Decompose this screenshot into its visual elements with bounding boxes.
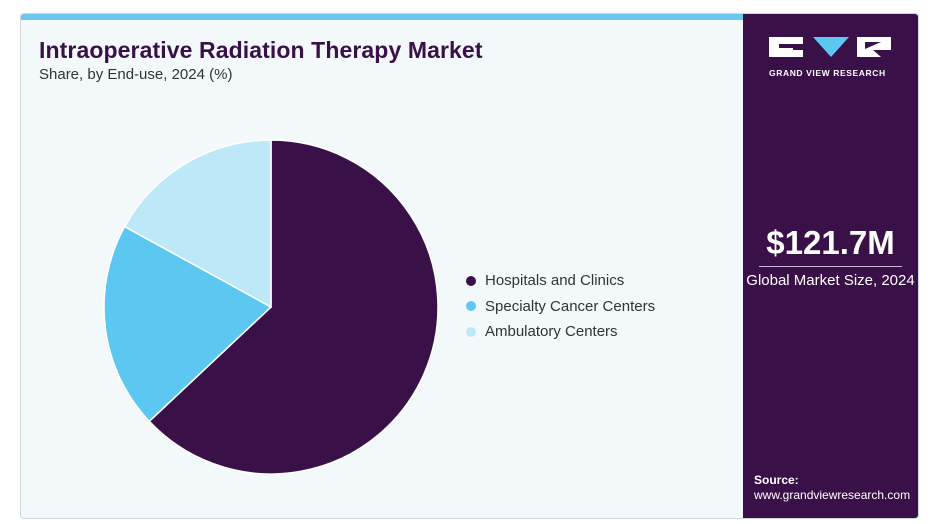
legend-swatch-icon <box>466 275 476 286</box>
source-label: Source: <box>754 473 799 487</box>
legend-item-hospitals-and-clinics: Hospitals and Clinics <box>466 268 655 294</box>
pie-chart <box>103 139 439 475</box>
brand-name: GRAND VIEW RESEARCH <box>769 68 886 78</box>
legend-label: Specialty Cancer Centers <box>485 297 656 315</box>
market-size-label: Global Market Size, 2024 <box>746 272 915 289</box>
chart-subtitle: Share, by End-use, 2024 (%) <box>39 66 233 83</box>
legend-item-specialty-cancer-centers: Specialty Cancer Centers <box>466 294 655 320</box>
pie-slice-ambulatory-centers <box>123 139 272 309</box>
logo-mark-icon <box>769 37 891 57</box>
info-sidebar: GRAND VIEW RESEARCH $121.7M Global Marke… <box>743 14 918 518</box>
source-link[interactable]: www.grandviewresearch.com <box>754 488 911 502</box>
report-card: Intraoperative Radiation Therapy Market … <box>20 13 919 519</box>
accent-bar <box>21 14 743 20</box>
legend-swatch-icon <box>466 326 476 337</box>
legend-swatch-icon <box>466 301 476 312</box>
chart-title: Intraoperative Radiation Therapy Market <box>39 37 483 63</box>
pie-slice-specialty-cancer-centers <box>103 225 273 423</box>
stat-divider <box>759 266 902 267</box>
grand-view-research-logo: GRAND VIEW RESEARCH <box>769 37 893 78</box>
legend-label: Ambulatory Centers <box>485 323 618 341</box>
pie-slice-hospitals-and-clinics <box>148 139 439 475</box>
chart-legend: Hospitals and Clinics Specialty Cancer Ce… <box>466 268 655 345</box>
chart-panel: Intraoperative Radiation Therapy Market … <box>21 14 743 518</box>
legend-item-ambulatory-centers: Ambulatory Centers <box>466 319 655 345</box>
market-size-value: $121.7M <box>766 224 895 261</box>
legend-label: Hospitals and Clinics <box>485 272 625 290</box>
